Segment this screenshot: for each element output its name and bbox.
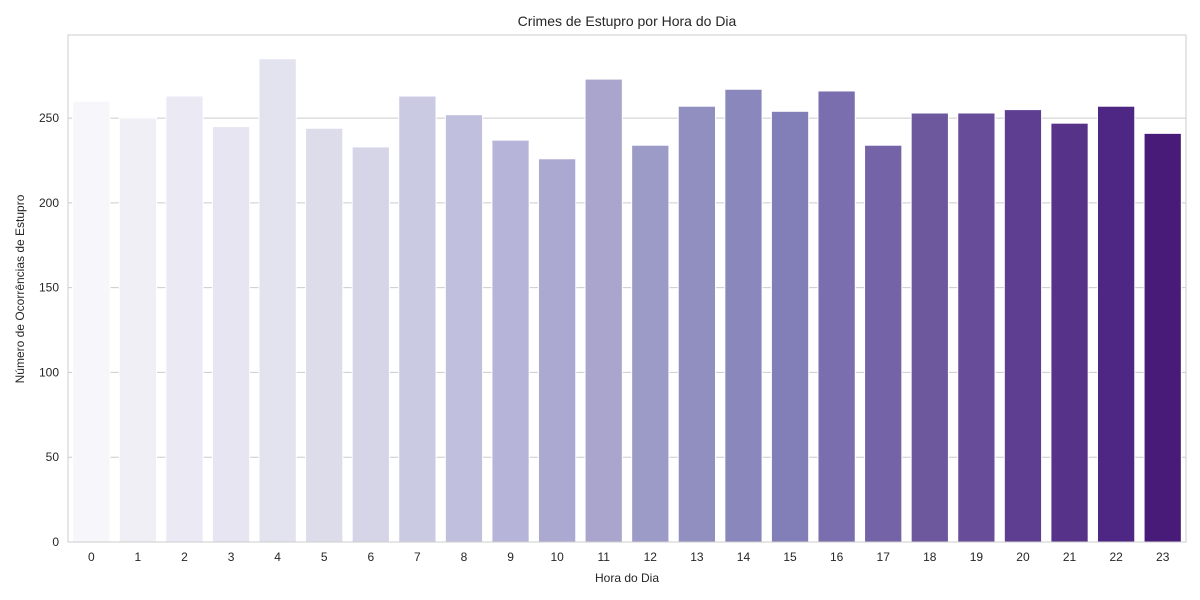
x-tick-labels: 0 1 2 3 4 5 6 7 8 9 10 11 12 13 14 15 16 17 18 19 20 21 22 23	[88, 550, 1170, 564]
bar-hour-13	[677, 105, 717, 543]
bar-hour-11	[584, 78, 623, 543]
x-tick-label: 16	[830, 550, 844, 564]
y-axis-label: Número de Ocorrências de Estupro	[13, 194, 27, 383]
y-tick-label: 250	[39, 111, 59, 125]
x-tick-label: 21	[1063, 550, 1077, 564]
y-tick-label: 100	[39, 365, 59, 379]
bars	[72, 58, 1182, 543]
bar-hour-4	[258, 58, 297, 543]
x-tick-label: 10	[550, 550, 564, 564]
plot-frame	[67, 34, 1187, 543]
bar-hour-10	[537, 158, 577, 543]
x-tick-label: 8	[461, 550, 468, 564]
x-tick-label: 20	[1016, 550, 1030, 564]
x-tick-label: 7	[414, 550, 421, 564]
bar-hour-20	[1003, 109, 1043, 543]
x-tick-label: 6	[367, 550, 374, 564]
x-tick-label: 12	[644, 550, 658, 564]
bar-hour-16	[817, 90, 856, 543]
bar-hour-7	[398, 95, 437, 543]
bar-hour-18	[910, 112, 949, 543]
bar-hour-0	[72, 100, 111, 543]
bar-hour-6	[351, 146, 390, 543]
x-tick-label: 14	[737, 550, 751, 564]
bar-hour-8	[444, 114, 484, 543]
x-tick-label: 5	[321, 550, 328, 564]
y-tick-labels: 0 50 100 150 200 250	[39, 111, 59, 549]
x-tick-label: 11	[597, 550, 610, 564]
bar-hour-5	[305, 127, 344, 543]
x-tick-label: 18	[923, 550, 937, 564]
bar-hour-14	[724, 88, 763, 543]
chart-title: Crimes de Estupro por Hora do Dia	[518, 13, 737, 29]
x-tick-label: 0	[88, 550, 95, 564]
x-tick-label: 13	[690, 550, 704, 564]
x-tick-label: 3	[228, 550, 235, 564]
bar-hour-17	[864, 144, 903, 543]
bar-hour-22	[1096, 105, 1136, 543]
bar-hour-1	[118, 117, 158, 543]
bar-hour-15	[770, 110, 810, 543]
bar-hour-23	[1143, 132, 1182, 543]
bar-hour-9	[491, 139, 530, 543]
x-tick-label: 17	[877, 550, 891, 564]
x-tick-label: 4	[274, 550, 281, 564]
y-tick-label: 0	[52, 535, 59, 549]
x-tick-label: 22	[1109, 550, 1123, 564]
bar-hour-19	[957, 112, 996, 543]
bar-hour-3	[211, 126, 251, 543]
bar-hour-12	[631, 144, 670, 543]
x-tick-label: 23	[1156, 550, 1170, 564]
x-tick-label: 15	[783, 550, 797, 564]
x-tick-label: 2	[181, 550, 188, 564]
bar-hour-2	[165, 95, 204, 543]
x-tick-label: 1	[135, 550, 142, 564]
x-tick-label: 19	[970, 550, 984, 564]
x-axis-label: Hora do Dia	[595, 571, 659, 585]
y-tick-label: 200	[39, 196, 59, 210]
y-tick-label: 150	[39, 281, 59, 295]
x-tick-label: 9	[507, 550, 514, 564]
bar-hour-21	[1050, 122, 1089, 543]
y-tick-label: 50	[46, 450, 60, 464]
